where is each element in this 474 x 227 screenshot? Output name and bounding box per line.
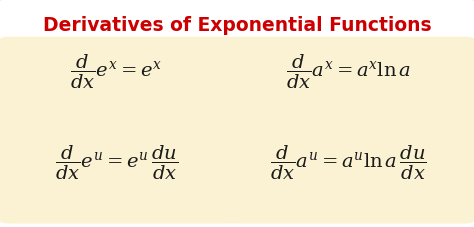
FancyBboxPatch shape (223, 37, 474, 224)
Text: $\dfrac{d}{dx}e^x = e^x$: $\dfrac{d}{dx}e^x = e^x$ (70, 52, 162, 91)
Text: $\dfrac{d}{dx}a^x = a^x \ln a$: $\dfrac{d}{dx}a^x = a^x \ln a$ (286, 52, 411, 91)
FancyBboxPatch shape (0, 37, 237, 224)
Text: $\dfrac{d}{dx}a^u = a^u \ln a\,\dfrac{du}{dx}$: $\dfrac{d}{dx}a^u = a^u \ln a\,\dfrac{du… (270, 143, 427, 181)
Text: Derivatives of Exponential Functions: Derivatives of Exponential Functions (43, 16, 431, 35)
Text: $\dfrac{d}{dx}e^u = e^u\,\dfrac{du}{dx}$: $\dfrac{d}{dx}e^u = e^u\,\dfrac{du}{dx}$ (55, 143, 178, 181)
